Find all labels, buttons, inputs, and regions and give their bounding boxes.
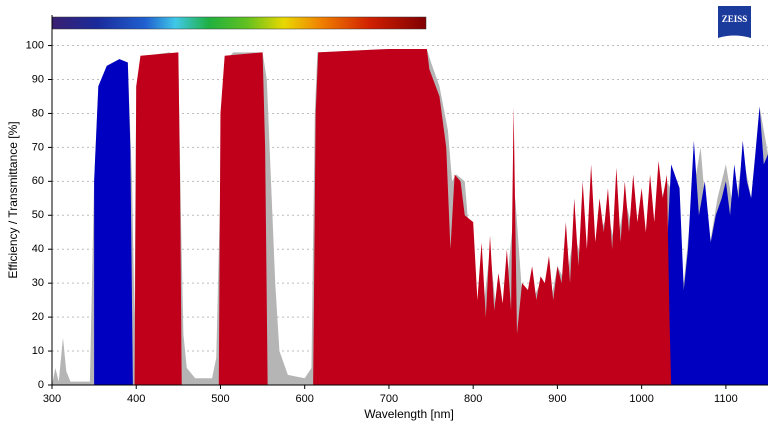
y-tick-label: 90 (32, 73, 44, 85)
x-tick-label: 500 (211, 393, 229, 405)
areas (52, 48, 768, 386)
spectrum-bar (51, 16, 427, 30)
logo-shape (718, 6, 751, 38)
y-axis-title: Efficiency / Transmittance [%] (6, 121, 20, 278)
y-tick-label: 0 (38, 379, 44, 391)
logo: ZEISS (718, 6, 751, 38)
logo-text: ZEISS (722, 14, 748, 24)
y-tick-label: 20 (32, 311, 44, 323)
y-tick-label: 50 (32, 209, 44, 221)
x-tick-label: 700 (380, 393, 398, 405)
area (94, 59, 768, 385)
x-axis-title: Wavelength [nm] (364, 407, 454, 421)
x-tick-label: 1000 (629, 393, 653, 405)
y-tick-label: 80 (32, 107, 44, 119)
area (134, 48, 672, 386)
y-tick-label: 40 (32, 243, 44, 255)
x-tick-label: 1100 (714, 393, 738, 405)
x-tick-label: 300 (43, 393, 61, 405)
x-tick-label: 800 (464, 393, 482, 405)
y-tick-label: 30 (32, 277, 44, 289)
x-tick-label: 900 (548, 393, 566, 405)
x-tick-label: 400 (127, 393, 145, 405)
y-tick-label: 10 (32, 345, 44, 357)
x-tick-label: 600 (296, 393, 314, 405)
axes: 0 10 20 30 40 50 60 70 80 90 100 300 400 500 600 700 800… (26, 15, 768, 405)
y-tick-label: 60 (32, 175, 44, 187)
y-tick-label: 100 (26, 39, 44, 51)
y-tick-label: 70 (32, 141, 44, 153)
